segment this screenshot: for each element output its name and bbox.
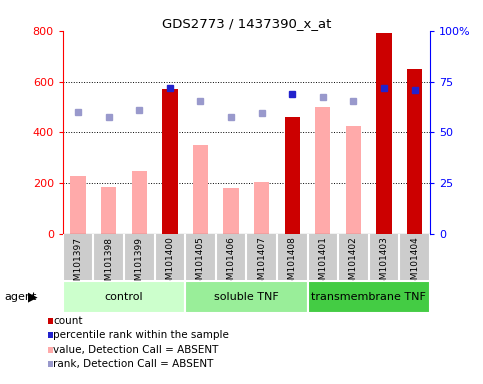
Text: GSM101403: GSM101403 bbox=[380, 237, 388, 291]
Bar bbox=[346, 126, 361, 234]
Text: GSM101397: GSM101397 bbox=[73, 237, 83, 291]
Bar bbox=[193, 145, 208, 234]
Bar bbox=[71, 176, 86, 234]
Bar bbox=[315, 107, 330, 234]
Bar bbox=[284, 117, 300, 234]
Text: GSM101399: GSM101399 bbox=[135, 237, 144, 291]
Text: control: control bbox=[105, 292, 143, 302]
Bar bbox=[162, 89, 177, 234]
Bar bbox=[63, 281, 185, 313]
Text: ▶: ▶ bbox=[28, 291, 38, 304]
Text: GSM101406: GSM101406 bbox=[227, 237, 236, 291]
Text: GSM101408: GSM101408 bbox=[288, 237, 297, 291]
Text: GSM101405: GSM101405 bbox=[196, 237, 205, 291]
Text: GSM101404: GSM101404 bbox=[410, 237, 419, 291]
Bar bbox=[254, 182, 270, 234]
Text: GSM101407: GSM101407 bbox=[257, 237, 266, 291]
Text: transmembrane TNF: transmembrane TNF bbox=[311, 292, 426, 302]
Bar bbox=[308, 281, 430, 313]
Title: GDS2773 / 1437390_x_at: GDS2773 / 1437390_x_at bbox=[162, 17, 331, 30]
Text: soluble TNF: soluble TNF bbox=[214, 292, 279, 302]
Bar bbox=[101, 187, 116, 234]
Text: rank, Detection Call = ABSENT: rank, Detection Call = ABSENT bbox=[53, 359, 213, 369]
Bar bbox=[376, 33, 392, 234]
Text: GSM101401: GSM101401 bbox=[318, 237, 327, 291]
Bar bbox=[223, 189, 239, 234]
Bar bbox=[131, 170, 147, 234]
Text: GSM101398: GSM101398 bbox=[104, 237, 113, 291]
Text: value, Detection Call = ABSENT: value, Detection Call = ABSENT bbox=[53, 345, 219, 355]
Bar bbox=[185, 281, 308, 313]
Text: GSM101400: GSM101400 bbox=[165, 237, 174, 291]
Bar bbox=[407, 69, 422, 234]
Text: percentile rank within the sample: percentile rank within the sample bbox=[53, 330, 229, 340]
Text: agent: agent bbox=[5, 292, 37, 302]
Text: count: count bbox=[53, 316, 83, 326]
Text: GSM101402: GSM101402 bbox=[349, 237, 358, 291]
